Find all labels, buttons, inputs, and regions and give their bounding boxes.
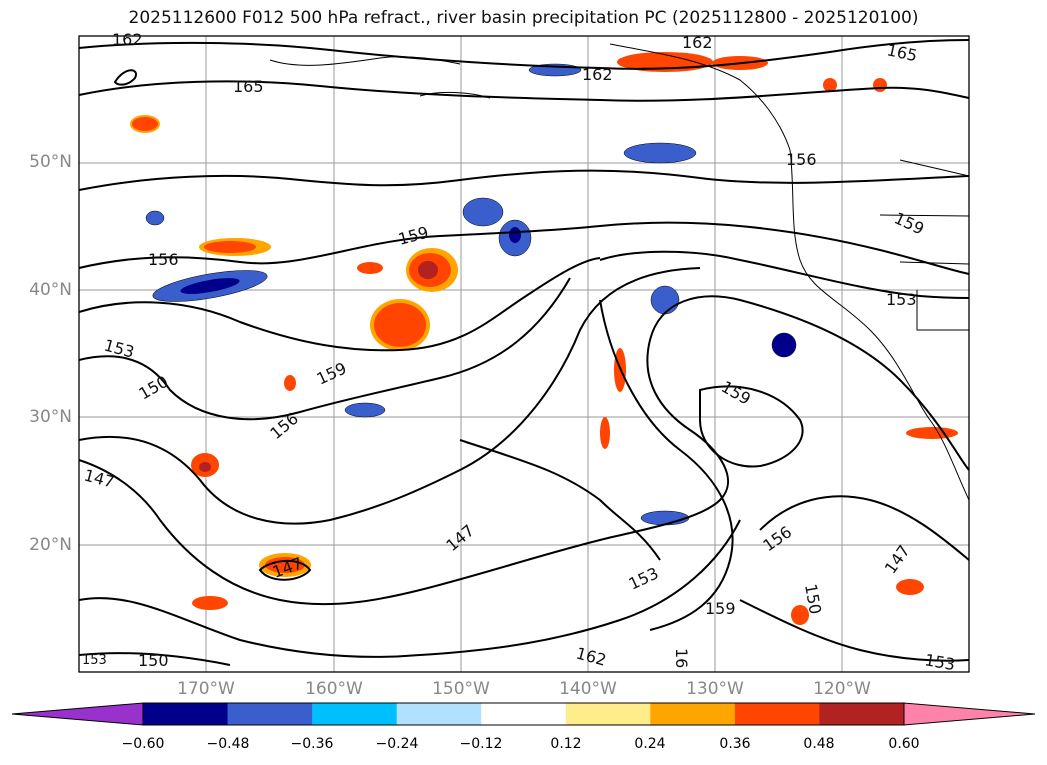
colorbar-segment	[481, 703, 567, 725]
contour-label: 162	[682, 33, 713, 52]
colorbar-tick: −0.12	[459, 736, 503, 752]
pos-anomaly-blob	[192, 596, 228, 610]
colorbar-extend-high	[904, 703, 1035, 725]
pos-anomaly-blob	[284, 375, 296, 391]
colorbar-tick: −0.48	[206, 736, 250, 752]
colorbar-segment	[227, 703, 313, 725]
neg-anomaly-blob	[650, 285, 680, 315]
contour-label: 16	[672, 648, 691, 668]
map-panel: 162 165 162 165 162 156 159 159 156 153 …	[78, 30, 970, 674]
lon-label-170w: 170°W	[177, 679, 235, 699]
lon-label-120w: 120°W	[813, 679, 871, 699]
neg-anomaly-blob	[145, 210, 165, 226]
colorbar-tick: 0.36	[719, 736, 751, 752]
contour-label: 156	[148, 250, 179, 269]
pos-anomaly-core	[199, 462, 211, 472]
contour-label: 153	[886, 290, 917, 309]
coastline	[269, 43, 970, 501]
lat-label-30n: 30°N	[29, 407, 72, 427]
neg-anomaly-core	[180, 278, 240, 294]
pos-anomaly-blob	[823, 78, 837, 92]
contour-label: 153	[82, 653, 107, 668]
colorbar-tick: 0.60	[888, 736, 920, 752]
neg-anomaly-core	[509, 227, 521, 243]
colorbar-tick: −0.60	[121, 736, 165, 752]
colorbar-segments	[12, 703, 1035, 725]
lat-label-20n: 20°N	[29, 535, 72, 555]
lat-label-50n: 50°N	[29, 152, 72, 172]
colorbar-tick: −0.36	[290, 736, 334, 752]
map-title: 2025112600 F012 500 hPa refract., river …	[128, 8, 919, 28]
lat-label-40n: 40°N	[29, 280, 72, 300]
lon-label-160w: 160°W	[305, 679, 363, 699]
pos-anomaly-blob	[357, 262, 383, 274]
contour-label: 162	[582, 65, 613, 84]
contour-label: 159	[705, 599, 736, 618]
colorbar-extend-low	[12, 703, 143, 725]
lon-label-140w: 140°W	[559, 679, 617, 699]
colorbar	[11, 702, 1036, 726]
contour-label: 150	[138, 651, 169, 670]
colorbar-segment	[143, 703, 229, 725]
colorbar-tick: −0.24	[375, 736, 419, 752]
map-background	[79, 36, 969, 672]
lon-label-150w: 150°W	[432, 679, 490, 699]
precip-anomaly-fields	[130, 52, 958, 625]
pos-anomaly-core	[418, 261, 438, 279]
lon-label-130w: 130°W	[686, 679, 744, 699]
pos-anomaly-blob	[873, 78, 887, 92]
pos-anomaly-blob	[204, 241, 256, 253]
neg-anomaly-blob	[462, 197, 504, 227]
map-frame	[78, 35, 970, 673]
neg-anomaly-blob	[640, 510, 690, 526]
pos-anomaly-blob	[600, 417, 610, 449]
colorbar-tick: 0.12	[550, 736, 582, 752]
colorbar-segment	[565, 703, 651, 725]
colorbar-segment	[819, 703, 905, 725]
pos-anomaly-blob	[896, 579, 924, 595]
colorbar-segment	[650, 703, 736, 725]
pos-anomaly-blob	[906, 427, 958, 439]
contour-label: 162	[112, 30, 143, 49]
pos-anomaly-blob	[791, 605, 809, 625]
colorbar-segment	[734, 703, 820, 725]
neg-anomaly-blob	[623, 142, 697, 164]
pos-anomaly-blob	[130, 115, 160, 133]
colorbar-tick: 0.48	[803, 736, 835, 752]
colorbar-tick: 0.24	[634, 736, 666, 752]
neg-anomaly-core	[771, 332, 797, 358]
contour-label: 165	[233, 77, 264, 96]
neg-anomaly-blob	[344, 402, 386, 418]
colorbar-segment	[312, 703, 398, 725]
contour-label: 156	[786, 150, 817, 169]
colorbar-segment	[396, 703, 482, 725]
pos-anomaly-blob	[374, 303, 426, 347]
refractivity-contours	[78, 39, 970, 666]
colorbar-frame-right-arrow	[903, 702, 1036, 726]
